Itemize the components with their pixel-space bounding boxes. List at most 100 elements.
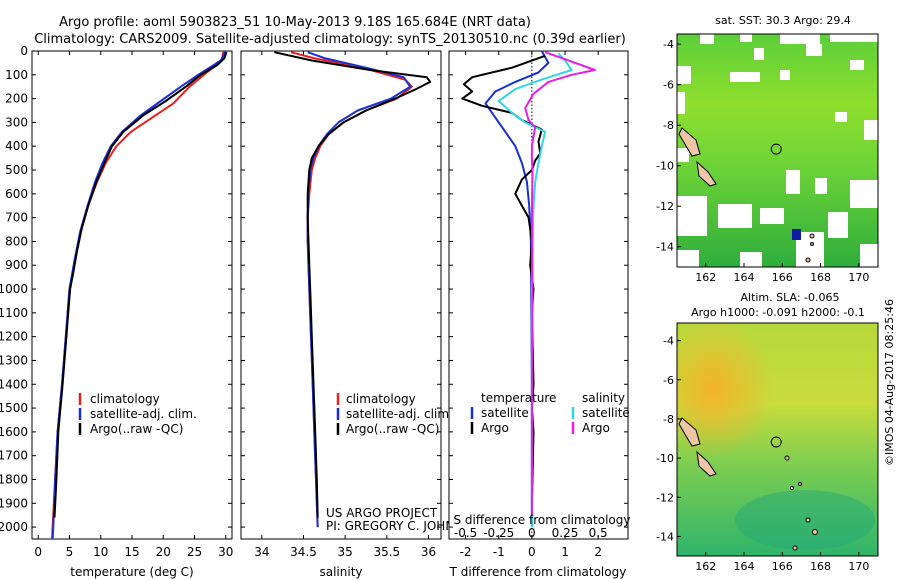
map-y-tick-label: -4	[663, 335, 674, 348]
map-y-tick-label: -4	[663, 38, 674, 51]
map-y-tick-label: -6	[663, 79, 674, 92]
salinity-axes-frame	[240, 50, 442, 540]
map-x-tick-label: 168	[810, 271, 831, 284]
x-tick-label: 1	[561, 545, 569, 559]
map-x-tick-label: 162	[695, 560, 716, 573]
map-x-tick-label: 170	[848, 560, 869, 573]
x-tick-label: 34	[254, 545, 269, 559]
map-y-tick-label: -8	[663, 119, 674, 132]
s-tick-label: -0.5	[454, 526, 477, 540]
map-x-tick-label: 170	[848, 271, 869, 284]
x-tick-label: 0	[34, 545, 42, 559]
credit-project: US ARGO PROJECT	[326, 506, 438, 520]
y-tick-label: 1900	[0, 496, 28, 510]
x-tick-label: 36	[421, 545, 436, 559]
y-tick-label: 900	[5, 258, 28, 272]
s-tick-label: -0.25	[483, 526, 514, 540]
legend-sal-argo-label: Argo	[582, 421, 610, 435]
y-tick-label: 400	[5, 139, 28, 153]
x-tick-label: 10	[93, 545, 108, 559]
x-tick-label: 35	[338, 545, 353, 559]
temperature-panel: 0100200300400500600700800900100011001200…	[0, 44, 233, 579]
s-tick-label: 0.25	[552, 526, 579, 540]
y-tick-label: 200	[5, 92, 28, 106]
legend-temperature-title: temperature	[481, 391, 556, 405]
credit-imos: ©IMOS 04-Aug-2017 08:25:46	[883, 299, 896, 466]
sla-map-frame	[676, 322, 879, 557]
y-tick-label: 300	[5, 115, 28, 129]
map-y-tick-label: -6	[663, 374, 674, 387]
x-tick-label: -1	[493, 545, 505, 559]
y-tick-label: 1600	[0, 425, 28, 439]
sst-map: sat. SST: 30.3 Argo: 29.4	[656, 14, 879, 284]
x-tick-label: 25	[187, 545, 202, 559]
y-tick-label: 1000	[0, 282, 28, 296]
series-argo-raw-qc	[274, 51, 432, 518]
sst-missing-data	[677, 34, 878, 267]
x-tick-label: 0	[528, 545, 536, 559]
x-tick-label: -2	[460, 545, 472, 559]
series-salinity-argo	[524, 51, 596, 516]
sla-high-anomaly	[677, 323, 878, 556]
x-tick-label: 35.5	[373, 545, 400, 559]
x-tick-label: 15	[124, 545, 139, 559]
map-x-tick-label: 166	[772, 560, 793, 573]
legend-satellite-label: satellite-adj. clim.	[90, 407, 197, 421]
salinity-panel: 34 34.5 35 35.5 36 salinity climatology sate…	[240, 50, 480, 579]
map-y-tick-label: -14	[656, 530, 674, 543]
sla-argo-location-marker	[770, 436, 782, 448]
sst-land	[678, 127, 815, 263]
sla-map-title-line1: Altim. SLA: -0.065	[740, 291, 839, 304]
legend-argo-label: Argo(..raw -QC)	[90, 422, 183, 436]
sst-deep-cell	[792, 229, 801, 240]
y-tick-label: 700	[5, 211, 28, 225]
temperature-axes-frame	[31, 50, 233, 540]
sst-map-title: sat. SST: 30.3 Argo: 29.4	[715, 14, 851, 27]
y-tick-label: 1200	[0, 330, 28, 344]
sla-map: Altim. SLA: -0.065 Argo h1000: -0.091 h2…	[656, 291, 879, 573]
legend-climatology-label: climatology	[346, 392, 416, 406]
map-y-tick-label: -14	[656, 241, 674, 254]
temperature-xlabel: temperature (deg C)	[70, 565, 193, 579]
sst-argo-location-marker	[770, 143, 782, 155]
legend-climatology-label: climatology	[90, 392, 160, 406]
s-tick-label: 0	[528, 526, 536, 540]
x-tick-label: 5	[66, 545, 74, 559]
x-tick-label: 30	[218, 545, 233, 559]
difference-legend: temperature satellite Argo salinity sate…	[470, 391, 630, 435]
sla-low-anomaly	[735, 490, 875, 550]
y-tick-label: 500	[5, 163, 28, 177]
map-y-tick-label: -8	[663, 413, 674, 426]
header-title-line1: Argo profile: aoml 5903823_51 10-May-201…	[59, 15, 531, 30]
x-tick-label: 2	[594, 545, 602, 559]
map-x-tick-label: 168	[810, 560, 831, 573]
difference-xlabel: T difference from climatology	[449, 565, 627, 579]
y-tick-label: 0	[20, 44, 28, 58]
legend-salinity-title: salinity	[582, 391, 625, 405]
y-tick-label: 1500	[0, 401, 28, 415]
legend-temp-argo-label: Argo	[481, 421, 509, 435]
map-x-tick-label: 164	[734, 560, 755, 573]
map-y-tick-label: -10	[656, 452, 674, 465]
s-tick-label: 0.5	[589, 526, 608, 540]
map-x-tick-label: 164	[734, 271, 755, 284]
y-tick-label: 1800	[0, 472, 28, 486]
legend-satellite-label: satellite-adj. clim.	[346, 407, 453, 421]
legend-temp-satellite-label: satellite	[481, 406, 529, 420]
salinity-xlabel: salinity	[319, 565, 362, 579]
legend-sal-satellite-label: satellite	[582, 406, 630, 420]
x-tick-label: 20	[156, 545, 171, 559]
difference-xlabel-top: S difference from climatology	[454, 513, 631, 527]
y-tick-label: 2000	[0, 520, 28, 534]
map-y-tick-label: -10	[656, 160, 674, 173]
y-tick-label: 1300	[0, 353, 28, 367]
x-tick-label: 34.5	[290, 545, 317, 559]
map-x-tick-label: 162	[695, 271, 716, 284]
sla-land	[678, 417, 818, 551]
legend-argo-label: Argo(..raw -QC)	[346, 422, 439, 436]
map-x-tick-label: 166	[772, 271, 793, 284]
sst-map-frame	[676, 33, 879, 268]
difference-panel: -2 -1 0 1 2 -0.5 -0.25 0 0.25 0.5 T difference f…	[448, 50, 631, 579]
map-y-tick-label: -12	[656, 491, 674, 504]
